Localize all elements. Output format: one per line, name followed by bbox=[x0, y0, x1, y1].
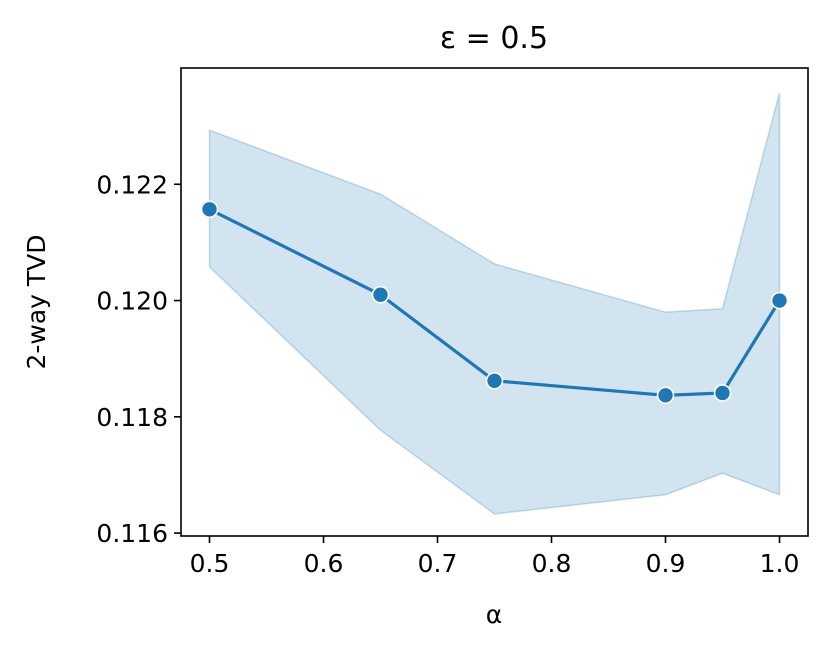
y-axis-label: 2-way TVD bbox=[22, 234, 51, 369]
confidence-band bbox=[208, 92, 781, 515]
axes-frame bbox=[180, 67, 809, 537]
data-point bbox=[656, 386, 675, 405]
data-point bbox=[200, 200, 219, 219]
x-tick-label: 0.9 bbox=[646, 549, 686, 578]
x-axis: 0.5 0.6 0.7 0.8 0.9 1.0 bbox=[190, 536, 800, 578]
x-tick-label: 0.7 bbox=[418, 549, 458, 578]
chart-title: ε = 0.5 bbox=[440, 21, 548, 56]
data-point bbox=[371, 285, 390, 304]
x-tick-label: 1.0 bbox=[760, 549, 800, 578]
x-tick-label: 0.6 bbox=[304, 549, 344, 578]
data-point bbox=[770, 291, 789, 310]
y-axis: 0.116 0.118 0.120 0.122 bbox=[96, 170, 181, 548]
y-tick-label: 0.120 bbox=[96, 287, 168, 316]
x-tick-label: 0.8 bbox=[532, 549, 572, 578]
y-tick-label: 0.116 bbox=[96, 519, 168, 548]
x-tick-label: 0.5 bbox=[190, 549, 230, 578]
x-axis-label: α bbox=[486, 600, 502, 629]
y-tick-label: 0.118 bbox=[96, 403, 168, 432]
data-point bbox=[485, 371, 504, 390]
y-tick-label: 0.122 bbox=[96, 170, 168, 199]
series-line bbox=[208, 207, 781, 397]
plot-area bbox=[200, 92, 789, 515]
data-point bbox=[713, 384, 732, 402]
